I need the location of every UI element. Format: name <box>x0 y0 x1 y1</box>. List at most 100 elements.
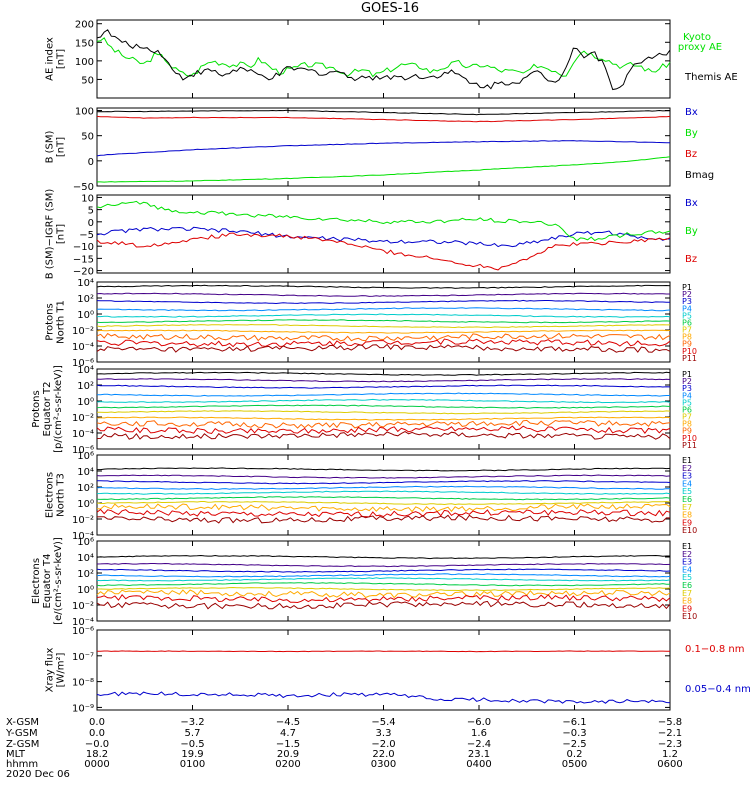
series-line-6-E7 <box>96 500 671 506</box>
ylabel-panel-1: [nT] <box>56 49 67 69</box>
panel-frame-1 <box>96 19 671 99</box>
xaxis-value: 0000 <box>84 759 109 770</box>
legend-Bz: Bz <box>685 149 697 160</box>
ytick-label: 10⁻⁷ <box>72 652 94 663</box>
xaxis-value: −0.5 <box>180 739 204 750</box>
ytick-label: 10⁻⁴ <box>72 342 94 353</box>
legend-E8: E8 <box>682 511 692 520</box>
series-line-4-P6 <box>96 319 671 324</box>
ytick-label: −10 <box>73 242 94 253</box>
ytick-label: 10² <box>77 294 94 305</box>
ylabel-panel-4: North T1 <box>56 300 67 344</box>
series-line-4-P5 <box>97 313 671 318</box>
series-line-5-P6 <box>96 404 671 409</box>
ytick-label: 10² <box>77 381 94 392</box>
legend-E6: E6 <box>682 495 692 504</box>
ytick-label: 10⁴ <box>77 553 94 564</box>
legend-E2: E2 <box>682 550 692 559</box>
xaxis-row-label: MLT <box>6 749 26 760</box>
xaxis-value: 19.9 <box>181 749 203 760</box>
series-line-4-P8 <box>96 329 671 334</box>
legend-E5: E5 <box>682 487 692 496</box>
legend-E9: E9 <box>682 518 692 527</box>
ytick-label: 10 <box>81 193 94 204</box>
xaxis-value: 0100 <box>180 759 205 770</box>
ylabel-panel-8: Xray flux <box>45 648 56 693</box>
ytick-label: 10⁰ <box>77 310 94 321</box>
legend-E6: E6 <box>682 581 692 590</box>
series-line-2-Bx <box>96 140 671 157</box>
series-line-7-E3 <box>96 568 671 573</box>
ytick-label: 5 <box>88 206 94 217</box>
legend-E2: E2 <box>682 464 692 473</box>
xaxis-value: 5.7 <box>185 728 201 739</box>
series-line-4-P4 <box>96 307 671 312</box>
xaxis-row-label: hhmm <box>6 759 38 770</box>
legend-P7: P7 <box>682 326 692 335</box>
series-line-8-0108nm <box>96 650 671 653</box>
legend-P8: P8 <box>682 420 692 429</box>
ylabel-panel-8: [W/m²] <box>56 652 67 687</box>
series-line-4-P3 <box>96 299 671 305</box>
chart-title: GOES-16 <box>360 1 419 16</box>
legend-Bx: Bx <box>685 107 698 118</box>
xaxis-value: −2.3 <box>658 739 682 750</box>
series-line-3-Bx <box>96 226 671 248</box>
series-line-6-E1 <box>97 467 671 472</box>
xaxis-value: −5.8 <box>658 717 682 728</box>
xaxis-value: 0400 <box>466 759 491 770</box>
xaxis-value: −0.0 <box>85 739 109 750</box>
series-line-6-E10 <box>96 514 670 524</box>
series-line-6-E8 <box>96 503 671 513</box>
legend-Bz: Bz <box>685 254 697 265</box>
legend-kyoto: Kyoto <box>683 32 711 43</box>
series-line-5-P8 <box>96 416 671 421</box>
xaxis-row-label: X-GSM <box>6 717 39 728</box>
legend-P4: P4 <box>682 304 692 313</box>
legend-P9: P9 <box>682 427 692 436</box>
series-line-7-E8 <box>96 589 671 599</box>
legend-P2: P2 <box>682 377 692 386</box>
legend-xray-long: 0.1−0.8 nm <box>685 644 744 655</box>
legend-xray-short: 0.05−0.4 nm <box>685 684 750 695</box>
xaxis-value: 0.0 <box>89 728 105 739</box>
series-line-5-P5 <box>96 398 671 404</box>
xaxis-value: 23.1 <box>468 749 490 760</box>
ytick-label: 200 <box>75 20 94 31</box>
ytick-label: 10⁴ <box>77 467 94 478</box>
xaxis-value: 4.7 <box>280 728 296 739</box>
series-line-7-E5 <box>96 577 671 582</box>
legend-E5: E5 <box>682 573 692 582</box>
xaxis-value: 20.9 <box>277 749 299 760</box>
legend-E1: E1 <box>682 542 692 551</box>
ytick-label: 100 <box>75 107 94 118</box>
series-line-2-Bmag <box>96 109 670 116</box>
ylabel-panel-7: [e/(cm²-s-sr-keV)] <box>53 537 64 625</box>
legend-E7: E7 <box>682 503 692 512</box>
legend-P3: P3 <box>682 297 692 306</box>
series-line-5-P4 <box>96 392 670 397</box>
legend-P9: P9 <box>682 340 692 349</box>
series-line-6-E4 <box>96 485 671 490</box>
legend-P1: P1 <box>682 370 692 379</box>
ylabel-panel-3: B (SM)−IGRF (SM) <box>45 189 56 280</box>
legend-P4: P4 <box>682 391 692 400</box>
xaxis-value: −0.3 <box>562 728 586 739</box>
legend-P7: P7 <box>682 413 692 422</box>
xaxis-value: −4.5 <box>276 717 300 728</box>
xaxis-value: 18.2 <box>86 749 108 760</box>
legend-P5: P5 <box>682 311 692 320</box>
xaxis-row-label: Y-GSM <box>5 728 38 739</box>
ytick-label: 10⁻² <box>72 601 94 612</box>
legend-kyoto-2: proxy AE <box>678 42 722 53</box>
ytick-label: 10⁰ <box>77 499 94 510</box>
series-line-3-Bz <box>96 232 671 271</box>
legend-E3: E3 <box>682 558 692 567</box>
ytick-label: 10⁻⁴ <box>72 531 94 542</box>
legend-themis: Themis AE <box>684 72 738 83</box>
ytick-label: 10⁻⁶ <box>72 626 94 637</box>
legend-P2: P2 <box>682 290 692 299</box>
legend-P1: P1 <box>682 283 692 292</box>
series-line-4-P2 <box>96 292 670 297</box>
xaxis-value: 22.0 <box>372 749 394 760</box>
